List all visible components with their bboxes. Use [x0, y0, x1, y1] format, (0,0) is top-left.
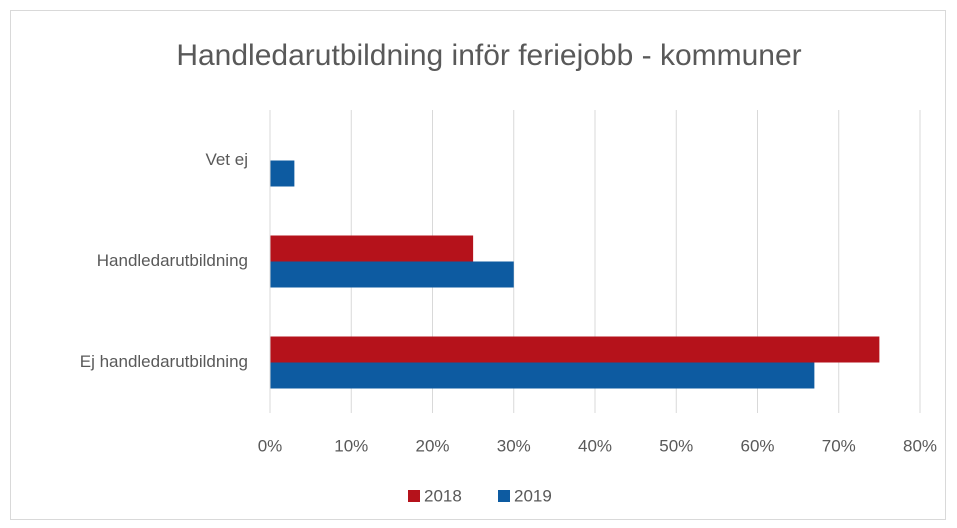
legend-label: 2018	[424, 486, 462, 505]
bar	[270, 336, 880, 363]
legend-label: 2019	[514, 486, 552, 505]
bar	[270, 160, 295, 187]
y-tick-label: Ej handledarutbildning	[80, 352, 248, 371]
x-tick-label: 10%	[334, 436, 368, 455]
bar	[270, 235, 474, 262]
x-tick-label: 50%	[659, 436, 693, 455]
chart-title: Handledarutbildning inför feriejobb - ko…	[176, 39, 801, 72]
x-tick-label: 0%	[258, 436, 283, 455]
x-tick-label: 20%	[415, 436, 449, 455]
x-tick-label: 30%	[497, 436, 531, 455]
bar	[270, 261, 514, 288]
y-tick-label: Handledarutbildning	[97, 251, 248, 270]
x-tick-label: 70%	[822, 436, 856, 455]
x-tick-label: 40%	[578, 436, 612, 455]
x-tick-label: 80%	[903, 436, 937, 455]
legend-swatch	[498, 490, 510, 502]
x-tick-label: 60%	[740, 436, 774, 455]
y-tick-label: Vet ej	[205, 150, 248, 169]
legend-swatch	[408, 490, 420, 502]
bar	[270, 362, 815, 389]
